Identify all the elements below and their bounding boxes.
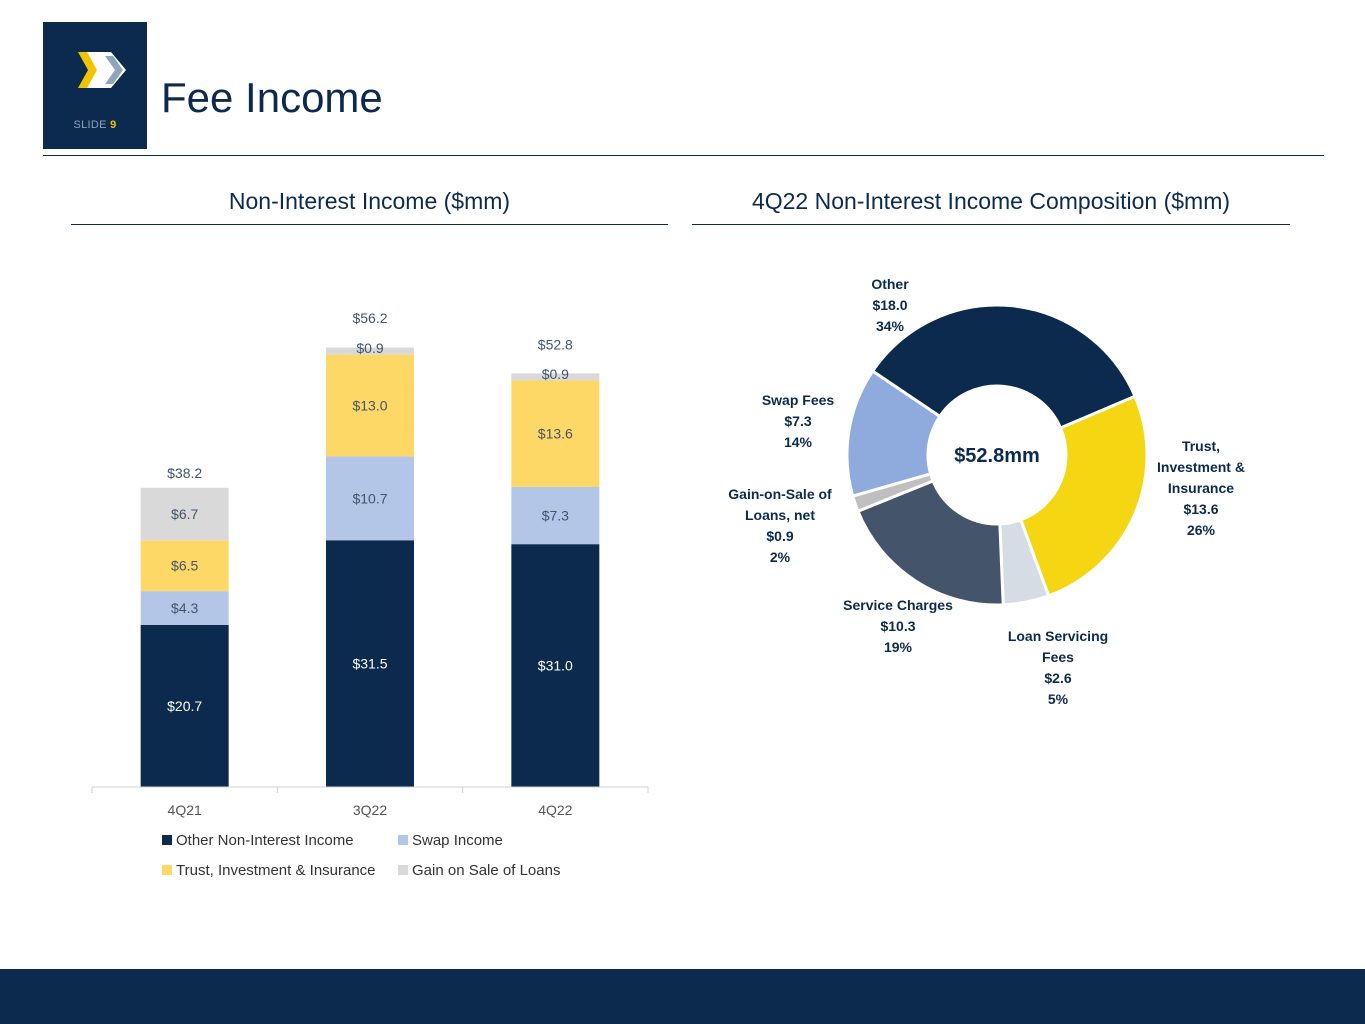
donut-center-label: $52.8mm [954,445,1040,467]
x-tick-label-4q21: 4Q21 [168,802,202,818]
donut-label-trust-investment-insurance: Trust, Investment & Insurance $13.6 26% [1157,438,1245,538]
bar-chart-title: Non-Interest Income ($mm) [228,188,511,214]
legend-label-other: Other Non-Interest Income [176,832,354,849]
bar-segment-swap-income-3q22 [326,456,414,541]
donut-slice-trust-investment-insurance [1018,394,1149,598]
donut-chart: Other $18.0 34% Trust, Investment & Insurance… [728,276,1245,707]
bar-segment-other-non-interest-income-4q21 [140,624,229,787]
bar-data-label-gain-on-sale-of-loans-4q22: $0.9 [542,366,569,382]
bar-data-label-gain-on-sale-of-loans-4q21: $6.7 [171,506,198,522]
bar-segment-gain-on-sale-of-loans-4q22 [511,373,600,381]
donut-label-swap-fees: Swap Fees $7.3 14% [762,392,835,450]
legend-label-trust: Trust, Investment & Insurance [176,862,376,879]
bar-data-label-trust-investment-insurance-4q21: $6.5 [171,558,198,574]
bar-segment-other-non-interest-income-3q22 [326,540,414,787]
bar-data-label-other-non-interest-income-4q22: $31.0 [538,658,573,674]
page-title: Fee Income [161,74,383,121]
donut-slice-service-charges [855,478,1005,607]
legend-swatch-gain [398,865,408,875]
bar-data-label-other-non-interest-income-3q22: $31.5 [352,656,387,672]
donut-label-other: Other $18.0 34% [871,276,909,334]
donut-slice-swap-fees [845,369,942,498]
bar-total-label-3q22: $56.2 [352,310,387,326]
bar-segment-trust-investment-insurance-4q21 [140,540,229,592]
bar-data-label-swap-income-4q22: $7.3 [542,508,569,524]
donut-chart-title-rule [692,224,1290,225]
stacked-bar-chart: $20.7 $4.3 $6.5 $6.7 $38.2 4Q21 $31.5 $10.7 $13.… [91,310,649,818]
bar-data-label-gain-on-sale-of-loans-3q22: $0.9 [356,340,383,356]
x-tick-label-4q22: 4Q22 [538,802,572,818]
legend-swatch-other [162,835,172,845]
bar-segment-trust-investment-insurance-3q22 [326,354,414,457]
footer-band [0,969,1365,1024]
legend-swatch-swap [398,835,408,845]
bar-data-label-trust-investment-insurance-3q22: $13.0 [352,398,387,414]
legend-item-swap: Swap Income [398,832,503,849]
bar-data-label-other-non-interest-income-4q21: $20.7 [167,698,202,714]
legend-item-gain: Gain on Sale of Loans [398,862,560,879]
bar-total-label-4q21: $38.2 [167,465,202,481]
bar-segment-gain-on-sale-of-loans-3q22 [326,347,414,355]
legend-label-gain: Gain on Sale of Loans [412,862,561,879]
slide-label: SLIDE [73,119,107,131]
donut-label-gain-on-sale-of-loans-net: Gain-on-Sale of Loans, net $0.9 2% [728,486,832,565]
donut-slice-other [870,303,1137,430]
legend-item-other: Other Non-Interest Income [162,832,354,849]
legend-label-swap: Swap Income [412,832,503,849]
donut-label-service-charges: Service Charges $10.3 19% [843,597,953,655]
slide-number: SLIDE 9 [43,119,147,131]
legend-swatch-trust [162,865,172,875]
bar-segment-swap-income-4q22 [511,486,600,545]
x-tick-label-3q22: 3Q22 [353,802,387,818]
donut-label-loan-servicing-fees: Loan Servicing Fees $2.6 5% [1008,628,1108,707]
bar-chart-title-rule [71,224,668,225]
bar-segment-swap-income-4q21 [140,591,229,625]
bar-segment-other-non-interest-income-4q22 [511,544,600,787]
bar-total-label-4q22: $52.8 [538,336,573,352]
bar-data-label-swap-income-3q22: $10.7 [352,490,387,506]
bar-segment-trust-investment-insurance-4q22 [511,380,600,487]
bar-data-label-swap-income-4q21: $4.3 [171,600,198,616]
donut-chart-title: 4Q22 Non-Interest Income Composition ($m… [751,188,1231,214]
bar-data-label-trust-investment-insurance-4q22: $13.6 [538,426,573,442]
logo-chevron-gray [105,56,123,84]
legend-item-trust: Trust, Investment & Insurance [162,862,376,879]
bar-segment-gain-on-sale-of-loans-4q21 [140,487,229,541]
logo-mark-icon [78,52,126,88]
title-divider [43,155,1324,156]
slide-number-value: 9 [110,119,117,131]
company-logo: SLIDE 9 [43,22,147,149]
